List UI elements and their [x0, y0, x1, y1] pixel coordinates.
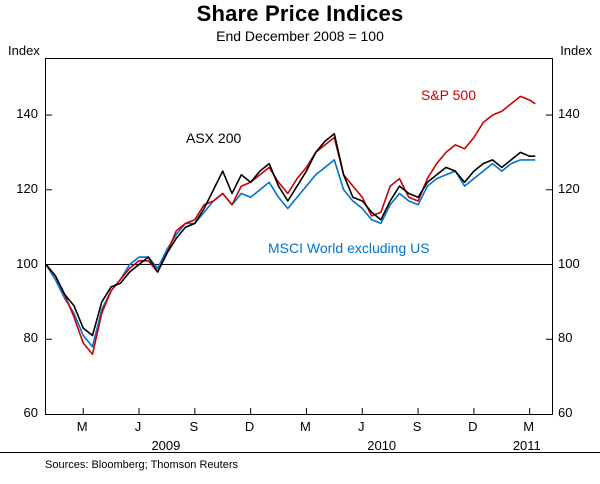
y-tick-label-left: 120 — [16, 180, 38, 196]
footer-rule — [0, 452, 600, 453]
sources-note: Sources: Bloomberg; Thomson Reuters — [45, 459, 238, 471]
plot-area — [45, 58, 553, 415]
y-tick-label-right: 60 — [558, 405, 573, 420]
y-tick-label-left: 80 — [23, 330, 38, 346]
y-axis-unit-right: Index — [560, 43, 592, 58]
chart-title: Share Price Indices — [196, 1, 404, 26]
series-line-0 — [46, 132, 536, 337]
y-axis-unit-left: Index — [8, 43, 40, 58]
x-year-label: 2009 — [151, 438, 181, 453]
x-tick-label-month: M — [523, 419, 535, 434]
x-year-label: 2011 — [512, 438, 541, 453]
y-tick-label-right: 120 — [558, 180, 580, 196]
x-tick-label-month: D — [468, 419, 478, 434]
y-tick-label-right: 140 — [558, 106, 580, 122]
x-tick-label-month: M — [76, 419, 88, 434]
series-label-sp-500: S&P 500 — [421, 87, 477, 103]
x-tick-label-month: J — [134, 419, 142, 434]
x-tick-label-month: S — [189, 419, 199, 434]
x-year-label: 2010 — [367, 438, 397, 453]
x-tick-label-month: M — [300, 419, 311, 434]
x-tick-label-month: J — [358, 419, 365, 434]
series-label-asx-200: ASX 200 — [186, 130, 242, 146]
x-tick-label-month: S — [412, 419, 422, 434]
series-label-msci-world-ex-us: MSCI World excluding US — [268, 240, 430, 256]
y-tick-label-right: 100 — [558, 255, 580, 271]
plot-canvas — [46, 95, 552, 414]
y-tick-label-left: 100 — [16, 255, 38, 271]
x-tick-label-month: D — [244, 419, 255, 434]
y-tick-label-right: 80 — [558, 330, 573, 346]
y-tick-label-left: 140 — [16, 106, 38, 122]
chart-subtitle: End December 2008 = 100 — [216, 28, 384, 44]
series-line-1 — [46, 95, 536, 356]
y-tick-label-left: 60 — [23, 405, 38, 420]
